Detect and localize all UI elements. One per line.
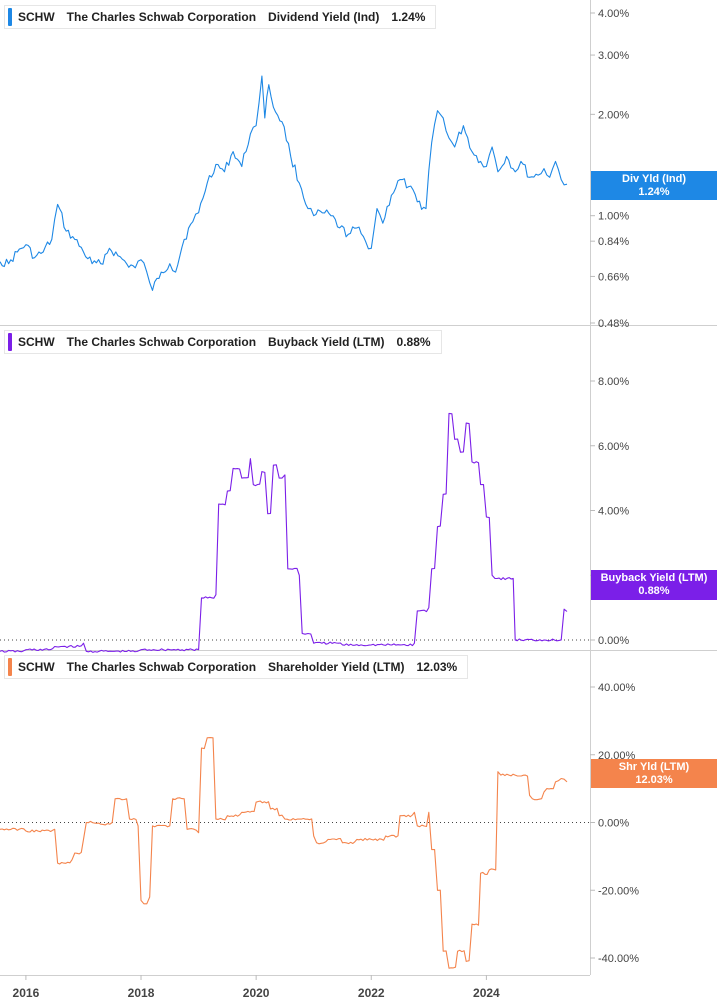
y-tick-label: 6.00% xyxy=(598,441,629,453)
legend-ticker: SCHW xyxy=(18,335,55,349)
current-value-badge-shareholder: Shr Yld (LTM) 12.03% xyxy=(591,759,717,788)
x-tick-label: 2024 xyxy=(473,986,500,1000)
y-tick-label: 40.00% xyxy=(598,682,636,694)
y-tick-label: 4.00% xyxy=(598,506,629,518)
legend-dividend-yield: SCHW The Charles Schwab Corporation Divi… xyxy=(4,5,437,29)
badge-value: 12.03% xyxy=(635,774,673,786)
y-tick-label: 0.66% xyxy=(598,271,629,283)
badge-label: Buyback Yield (LTM) xyxy=(600,572,708,584)
legend-current-value: 12.03% xyxy=(416,660,458,674)
legend-buyback-yield: SCHW The Charles Schwab Corporation Buyb… xyxy=(4,330,442,354)
legend-company: The Charles Schwab Corporation xyxy=(66,335,257,349)
legend-metric: Dividend Yield (Ind) xyxy=(268,10,380,24)
series-line xyxy=(0,412,568,653)
x-tick-label: 2020 xyxy=(243,986,270,1000)
y-tick-label: 20.00% xyxy=(598,750,636,762)
y-tick-label: 0.84% xyxy=(598,236,629,248)
y-tick-label: 3.00% xyxy=(598,50,629,62)
current-value-badge-dividend: Div Yld (Ind) 1.24% xyxy=(591,171,717,200)
legend-company: The Charles Schwab Corporation xyxy=(66,10,257,24)
y-tick-label: -40.00% xyxy=(598,953,639,965)
x-tick-label: 2022 xyxy=(358,986,385,1000)
y-tick-label: 2.00% xyxy=(598,109,629,121)
y-tick-label: 0.48% xyxy=(598,318,629,330)
y-tick-label: 0.00% xyxy=(598,635,629,647)
badge-value: 1.24% xyxy=(638,186,670,198)
badge-value: 0.88% xyxy=(638,585,670,597)
legend-company: The Charles Schwab Corporation xyxy=(66,660,257,674)
legend-current-value: 1.24% xyxy=(391,10,426,24)
legend-current-value: 0.88% xyxy=(396,335,431,349)
y-tick-label: 4.00% xyxy=(598,8,629,20)
x-tick-label: 2018 xyxy=(128,986,155,1000)
badge-label: Shr Yld (LTM) xyxy=(618,761,690,773)
legend-ticker: SCHW xyxy=(18,10,55,24)
legend-metric: Buyback Yield (LTM) xyxy=(268,335,385,349)
x-tick-label: 2016 xyxy=(13,986,40,1000)
series-color-swatch xyxy=(8,8,12,26)
series-line xyxy=(0,737,568,969)
y-tick-label: 8.00% xyxy=(598,376,629,388)
series-line xyxy=(0,75,568,291)
y-tick-label: 1.00% xyxy=(598,211,629,223)
legend-metric: Shareholder Yield (LTM) xyxy=(268,660,405,674)
legend-ticker: SCHW xyxy=(18,660,55,674)
current-value-badge-buyback: Buyback Yield (LTM) 0.88% xyxy=(591,570,717,600)
series-color-swatch xyxy=(8,658,12,676)
y-tick-label: -20.00% xyxy=(598,885,639,897)
series-color-swatch xyxy=(8,333,12,351)
legend-shareholder-yield: SCHW The Charles Schwab Corporation Shar… xyxy=(4,655,469,679)
y-tick-label: 0.00% xyxy=(598,818,629,830)
badge-label: Div Yld (Ind) xyxy=(622,173,686,185)
